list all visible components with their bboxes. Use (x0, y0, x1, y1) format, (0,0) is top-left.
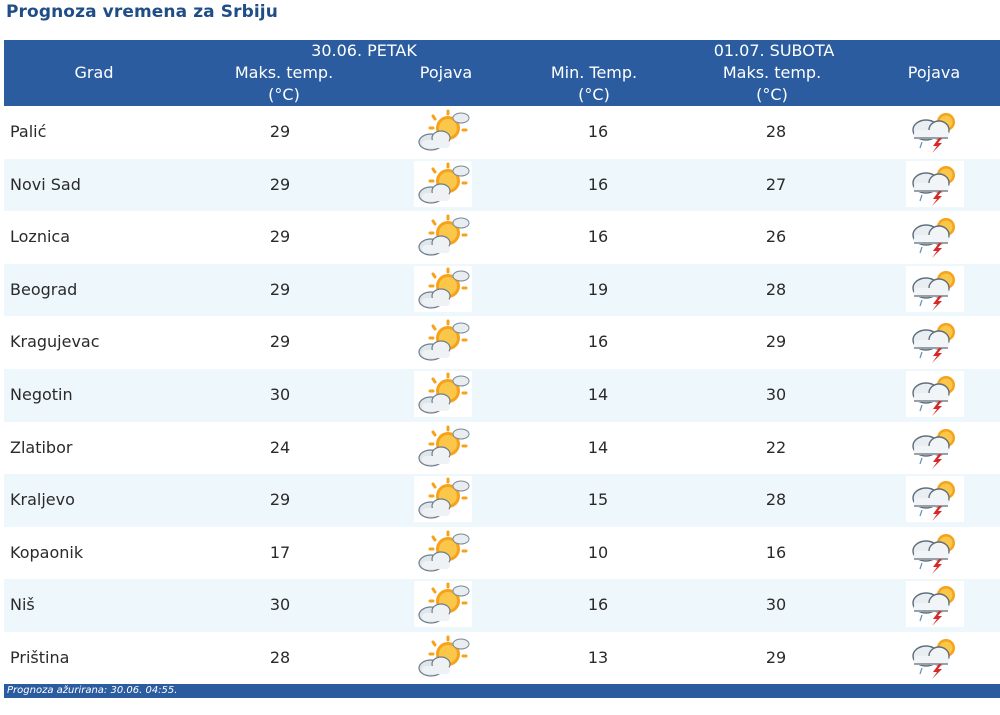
header-day2-date: 01.07. SUBOTA (713, 41, 835, 60)
partly-cloudy-sun-icon (414, 370, 472, 417)
day1-max-temp: 30 (269, 595, 291, 615)
city-name: Niš (10, 595, 35, 615)
header-day1-max-unit: (°C) (268, 85, 300, 104)
header-day2-min-unit: (°C) (578, 85, 610, 104)
table-row: Priština 28 (4, 632, 1000, 685)
table-row: Novi Sad 29 (4, 158, 1000, 212)
day1-max-temp: 29 (269, 227, 291, 247)
day1-max-temp: 17 (269, 542, 291, 562)
day1-max-temp: 30 (269, 384, 291, 404)
day2-min-temp: 14 (587, 384, 609, 404)
city-name: Beograd (10, 279, 78, 299)
thunderstorm-icon (906, 265, 964, 312)
thunderstorm-icon (906, 476, 964, 523)
city-name: Kopaonik (10, 542, 84, 562)
partly-cloudy-sun-icon (414, 265, 472, 312)
day1-max-temp: 29 (269, 174, 291, 194)
city-name: Loznica (10, 227, 71, 247)
day2-max-temp: 16 (765, 542, 787, 562)
forecast-table: Grad 30.06. PETAK Maks. temp. (°C) Pojav… (4, 40, 1000, 685)
day2-max-temp: 29 (765, 332, 787, 352)
table-row: Beograd 29 (4, 263, 1000, 317)
thunderstorm-icon (906, 633, 964, 680)
partly-cloudy-sun-icon (414, 108, 472, 154)
partly-cloudy-sun-icon (414, 423, 472, 470)
city-name: Zlatibor (10, 437, 73, 457)
day2-max-temp: 29 (765, 647, 787, 667)
city-name: Kraljevo (10, 490, 75, 510)
day2-min-temp: 13 (587, 647, 609, 667)
footer-updated: Prognoza ažurirana: 30.06. 04:55. (4, 684, 1000, 698)
day1-max-temp: 29 (269, 332, 291, 352)
day2-max-temp: 26 (765, 227, 787, 247)
table-row: Kraljevo 29 (4, 474, 1000, 527)
thunderstorm-icon (906, 370, 964, 417)
day1-max-temp: 24 (269, 437, 291, 457)
partly-cloudy-sun-icon (414, 213, 472, 260)
day2-max-temp: 28 (765, 122, 787, 141)
day2-min-temp: 16 (587, 332, 609, 352)
city-name: Kragujevac (10, 332, 100, 352)
thunderstorm-icon (906, 581, 964, 628)
header-grad: Grad (74, 63, 114, 82)
table-row: Kopaonik 17 (4, 527, 1000, 580)
day2-max-temp: 22 (765, 437, 787, 457)
day2-max-temp: 28 (765, 279, 787, 299)
day2-min-temp: 16 (587, 174, 609, 194)
day1-max-temp: 29 (269, 279, 291, 299)
day2-max-temp: 27 (765, 174, 787, 194)
page-title: Prognoza vremena za Srbiju (6, 2, 278, 22)
table-row: Zlatibor 24 (4, 422, 1000, 475)
footer-text: Prognoza ažurirana: 30.06. 04:55. (7, 685, 178, 696)
thunderstorm-icon (906, 160, 964, 207)
partly-cloudy-sun-icon (414, 318, 472, 365)
day2-min-temp: 16 (587, 122, 609, 141)
partly-cloudy-sun-icon (414, 476, 472, 523)
header-day2-max: Maks. temp. (722, 63, 822, 82)
day1-max-temp: 29 (269, 122, 291, 141)
thunderstorm-icon (906, 213, 964, 260)
table-row: Palić 29 (4, 106, 1000, 159)
table-row: Loznica 29 (4, 211, 1000, 264)
header-day1-date: 30.06. PETAK (311, 41, 417, 60)
header-day2-pojava: Pojava (907, 63, 961, 82)
day1-max-temp: 29 (269, 490, 291, 510)
thunderstorm-icon (906, 318, 964, 365)
partly-cloudy-sun-icon (414, 160, 472, 207)
thunderstorm-icon (906, 423, 964, 470)
day2-max-temp: 30 (765, 384, 787, 404)
table-row: Negotin 30 (4, 368, 1000, 422)
day2-min-temp: 10 (587, 542, 609, 562)
day2-min-temp: 14 (587, 437, 609, 457)
partly-cloudy-sun-icon (414, 633, 472, 680)
day2-max-temp: 28 (765, 490, 787, 510)
day2-min-temp: 19 (587, 279, 609, 299)
header-day1-pojava: Pojava (419, 63, 473, 82)
day2-max-temp: 30 (765, 595, 787, 615)
city-name: Priština (10, 647, 70, 667)
table-row: Niš 30 (4, 579, 1000, 632)
header-day2-min: Min. Temp. (550, 63, 638, 82)
partly-cloudy-sun-icon (414, 528, 472, 575)
partly-cloudy-sun-icon (414, 581, 472, 628)
day2-min-temp: 16 (587, 227, 609, 247)
city-name: Novi Sad (10, 174, 81, 194)
day1-max-temp: 28 (269, 647, 291, 667)
table-body: Palić 29 (4, 106, 1000, 685)
day2-min-temp: 15 (587, 490, 609, 510)
header-day1-max: Maks. temp. (234, 63, 334, 82)
city-name: Negotin (10, 384, 73, 404)
table-row: Kragujevac 29 (4, 316, 1000, 369)
thunderstorm-icon (906, 528, 964, 575)
thunderstorm-icon (906, 108, 964, 154)
city-name: Palić (10, 122, 47, 141)
header-day2-max-unit: (°C) (756, 85, 788, 104)
table-header: Grad 30.06. PETAK Maks. temp. (°C) Pojav… (4, 40, 1000, 106)
day2-min-temp: 16 (587, 595, 609, 615)
